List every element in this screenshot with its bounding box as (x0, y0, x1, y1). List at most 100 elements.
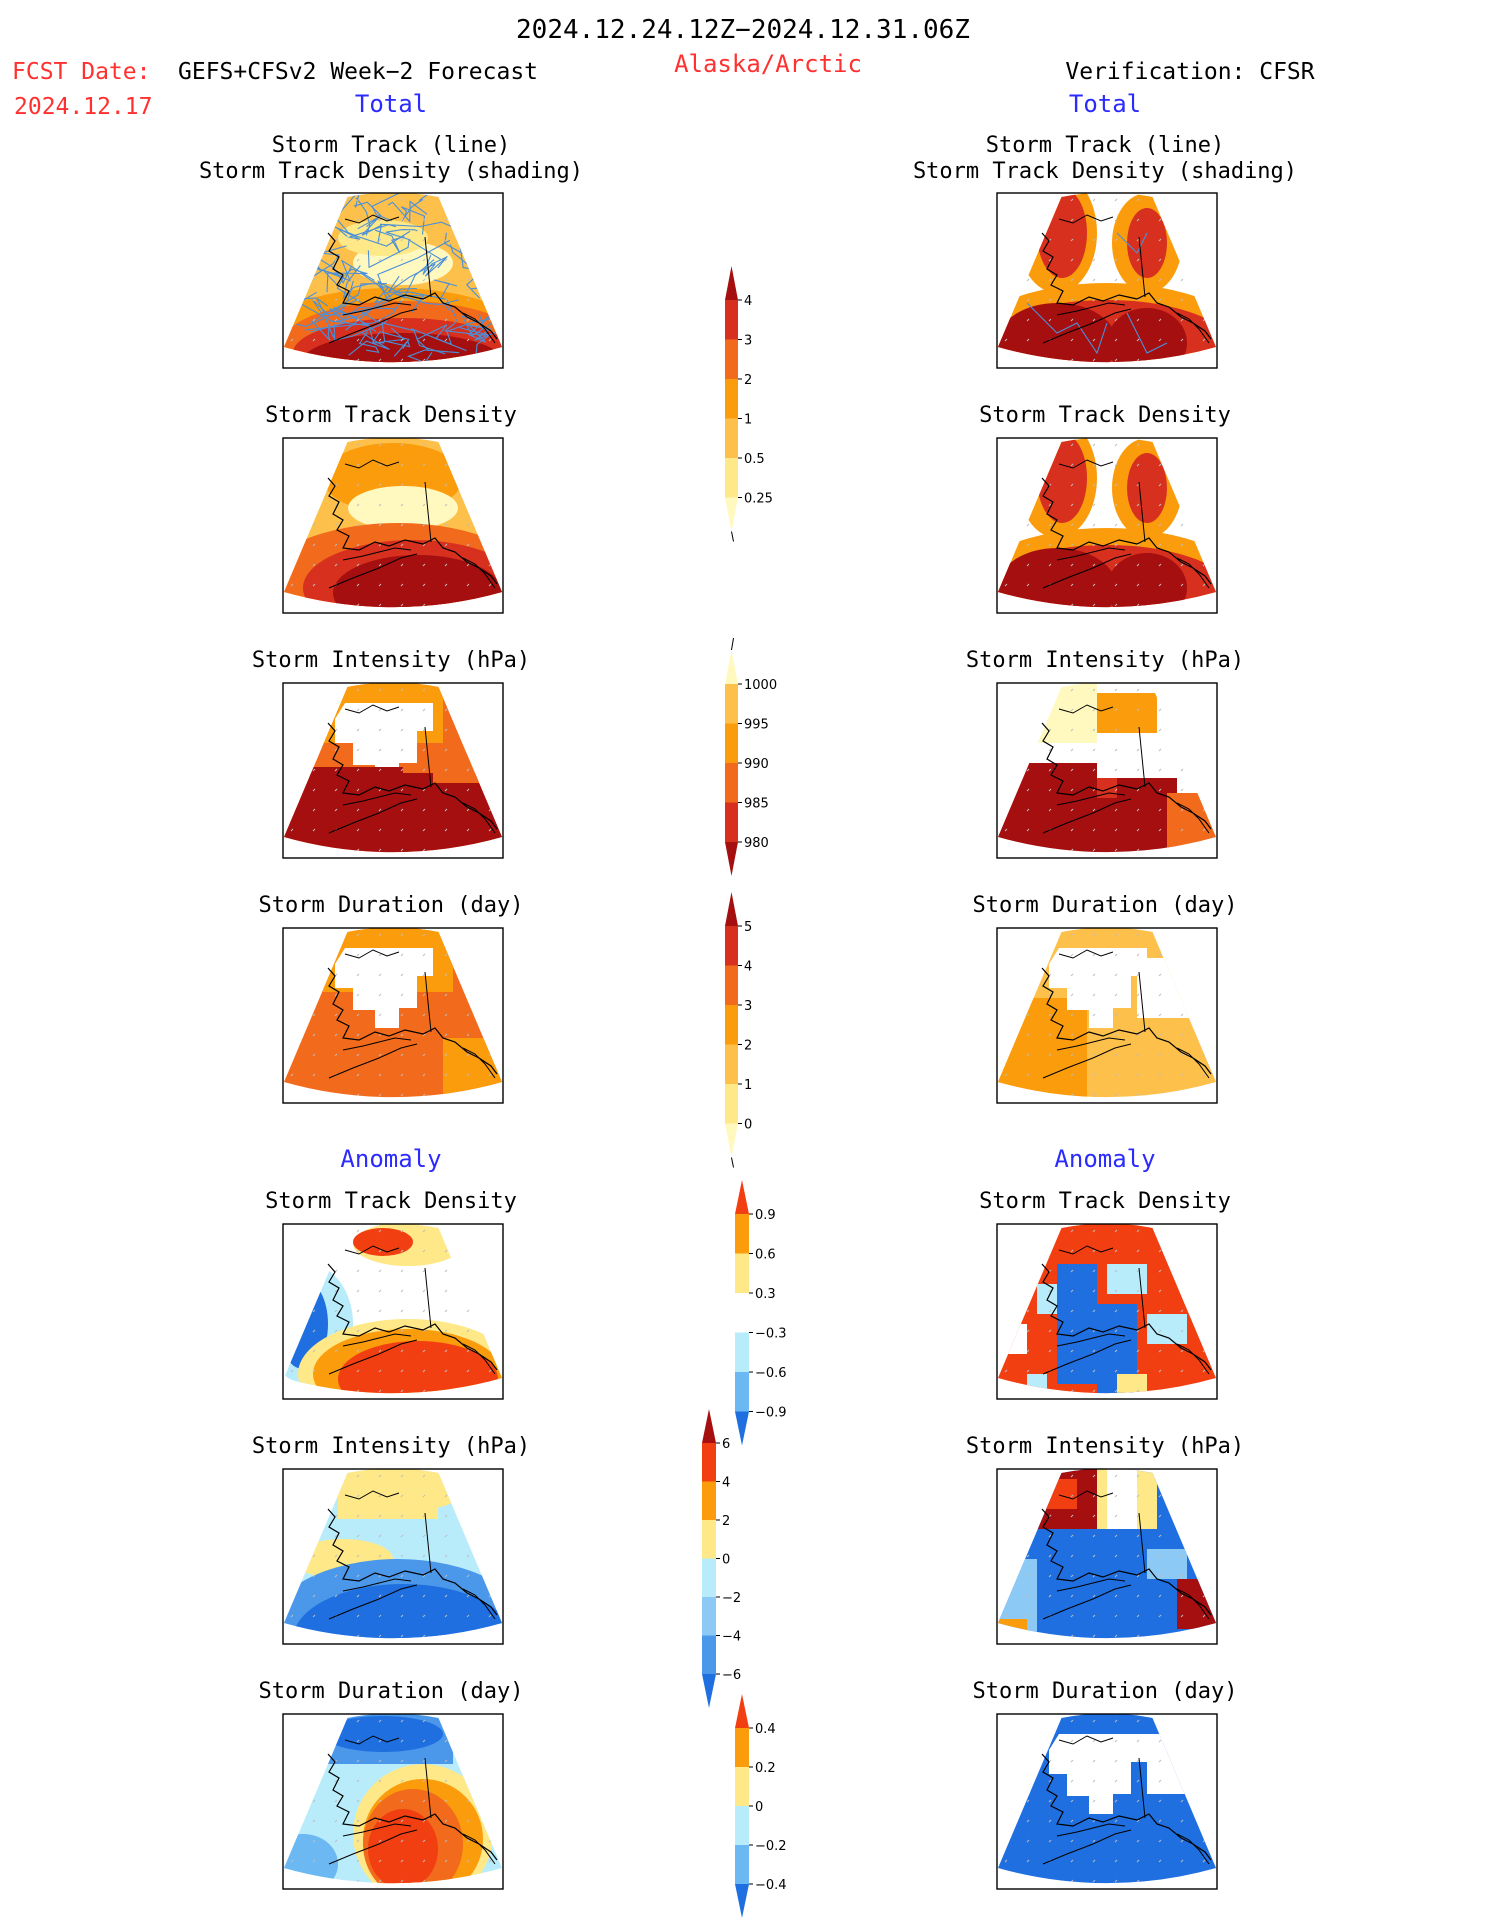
title-intensity-anom-left: Storm Intensity (hPa) (252, 1434, 530, 1459)
colorbar-duration-total: 5 4 3 2 1 0 (725, 892, 752, 1168)
forecast-source: GEFS+CFSv2 Week−2 Forecast (178, 59, 538, 85)
map-intensity-anomaly-verification (996, 1468, 1218, 1645)
anomaly-label-left: Anomaly (340, 1145, 441, 1173)
colorbar-segment (725, 926, 738, 966)
title-intensity-anom-right: Storm Intensity (hPa) (966, 1434, 1244, 1459)
colorbar-density-anomaly: 0.9 0.6 0.3 −0.3 −0.6 −0.9 (735, 1180, 787, 1446)
colorbar-label: 4 (744, 294, 752, 309)
colorbar-label: 1 (744, 1078, 752, 1093)
map-intensity-verification (996, 682, 1218, 859)
title-density-total-right: Storm Track Density (979, 403, 1231, 428)
colorbar-label: 0.4 (755, 1722, 776, 1737)
colorbar-label: 980 (744, 836, 769, 851)
map-duration-forecast (282, 927, 504, 1104)
map-track-verification (996, 192, 1218, 369)
colorbar-label: 0.9 (755, 1208, 776, 1223)
map-density-forecast (282, 437, 504, 614)
colorbar-arrow-bottom (725, 1123, 738, 1158)
colorbar-segment (725, 300, 738, 340)
colorbar-intensity-total: 1000 995 990 985 980 (725, 637, 777, 876)
colorbar-label: 0.2 (755, 1761, 776, 1776)
title-density-total-left: Storm Track Density (265, 403, 517, 428)
colorbar-label: 0 (744, 1118, 752, 1133)
colorbar-segment (735, 1372, 749, 1412)
map-density-anomaly-verification (996, 1223, 1218, 1400)
colorbar-segment (735, 1214, 749, 1254)
title-track-shading-left: Storm Track Density (shading) (199, 159, 583, 184)
colorbar-segment (725, 723, 738, 763)
colorbar-label: 4 (744, 960, 752, 975)
colorbar-label: 0.25 (744, 492, 773, 507)
title-track-line-left: Storm Track (line) (272, 133, 510, 158)
map-duration-anomaly-verification (996, 1713, 1218, 1890)
colorbar-arrow-bottom (735, 1411, 749, 1446)
title-intensity-total-left: Storm Intensity (hPa) (252, 648, 530, 673)
map-density-anomaly-forecast (282, 1223, 504, 1400)
colorbar-segment (725, 379, 738, 419)
fcst-label: FCST Date: (12, 59, 150, 85)
colorbar-segment (725, 1005, 738, 1045)
colorbar-segment (725, 763, 738, 803)
colorbar-segment (702, 1558, 716, 1597)
map-intensity-forecast (282, 682, 504, 859)
total-label-left: Total (355, 90, 427, 118)
title-intensity-total-right: Storm Intensity (hPa) (966, 648, 1244, 673)
colorbar-label: 0.3 (755, 1287, 776, 1302)
colorbar-label: 0 (722, 1553, 730, 1568)
colorbar-segment (725, 1084, 738, 1124)
colorbar-label: 2 (744, 1039, 752, 1054)
title-duration-anom-right: Storm Duration (day) (973, 1679, 1238, 1704)
colorbar-label: −0.9 (755, 1406, 787, 1421)
colorbar-arrow-top (725, 266, 738, 300)
colorbar-arrow-bottom (725, 497, 738, 532)
colorbar-label: 3 (744, 999, 752, 1014)
map-duration-verification (996, 927, 1218, 1104)
colorbar-arrow-top (735, 1180, 749, 1214)
colorbar-arrow-top (735, 1694, 749, 1728)
colorbar-segment (725, 458, 738, 498)
colorbar-arrow-top (702, 1409, 716, 1443)
colorbar-arrow-bottom (735, 1884, 749, 1918)
title-density-anom-right: Storm Track Density (979, 1189, 1231, 1214)
period-title: 2024.12.24.12Z−2024.12.31.06Z (516, 15, 970, 45)
colorbar-arrow-bottom (702, 1674, 716, 1708)
colorbar-segment (702, 1481, 716, 1520)
anomaly-label-right: Anomaly (1054, 1145, 1155, 1173)
colorbar-segment (702, 1443, 716, 1482)
title-duration-anom-left: Storm Duration (day) (259, 1679, 524, 1704)
colorbar-segment (735, 1806, 749, 1845)
colorbar-arrow-bottom (725, 842, 738, 876)
fcst-date: 2024.12.17 (14, 94, 152, 120)
colorbar-segment (735, 1332, 749, 1372)
colorbar-segment (725, 684, 738, 724)
colorbar-arrow-top (725, 650, 738, 684)
region-label: Alaska/Arctic (674, 50, 862, 78)
map-track-forecast (282, 192, 504, 369)
colorbar-label: 1 (744, 413, 752, 428)
total-label-right: Total (1069, 90, 1141, 118)
colorbar-label: −0.4 (755, 1878, 787, 1893)
colorbar-segment (735, 1767, 749, 1806)
map-intensity-anomaly-forecast (282, 1468, 504, 1645)
colorbar-label: 4 (722, 1476, 730, 1491)
colorbar-label: 995 (744, 718, 769, 733)
title-density-anom-left: Storm Track Density (265, 1189, 517, 1214)
colorbar-segment (725, 965, 738, 1005)
colorbar-intensity-anomaly: 6 4 2 0 −2 −4 −6 (702, 1409, 741, 1708)
colorbar-segment (702, 1635, 716, 1674)
colorbar-segment (725, 339, 738, 379)
colorbar-label: 2 (744, 373, 752, 388)
colorbar-segment (735, 1845, 749, 1884)
colorbar-label: −0.6 (755, 1366, 787, 1381)
colorbar-label: 985 (744, 797, 769, 812)
colorbar-label: 0.6 (755, 1248, 776, 1263)
verification-label: Verification: CFSR (1065, 59, 1314, 85)
colorbar-label: −6 (722, 1668, 741, 1683)
colorbar-segment (735, 1253, 749, 1293)
map-panels (282, 192, 1218, 1890)
panel-titles: Storm Track (line)Storm Track Density (s… (199, 133, 1297, 1704)
colorbar-segment (735, 1728, 749, 1767)
colorbar-label: 3 (744, 334, 752, 349)
colorbar-label: 990 (744, 757, 769, 772)
colorbar-label: 6 (722, 1437, 730, 1452)
